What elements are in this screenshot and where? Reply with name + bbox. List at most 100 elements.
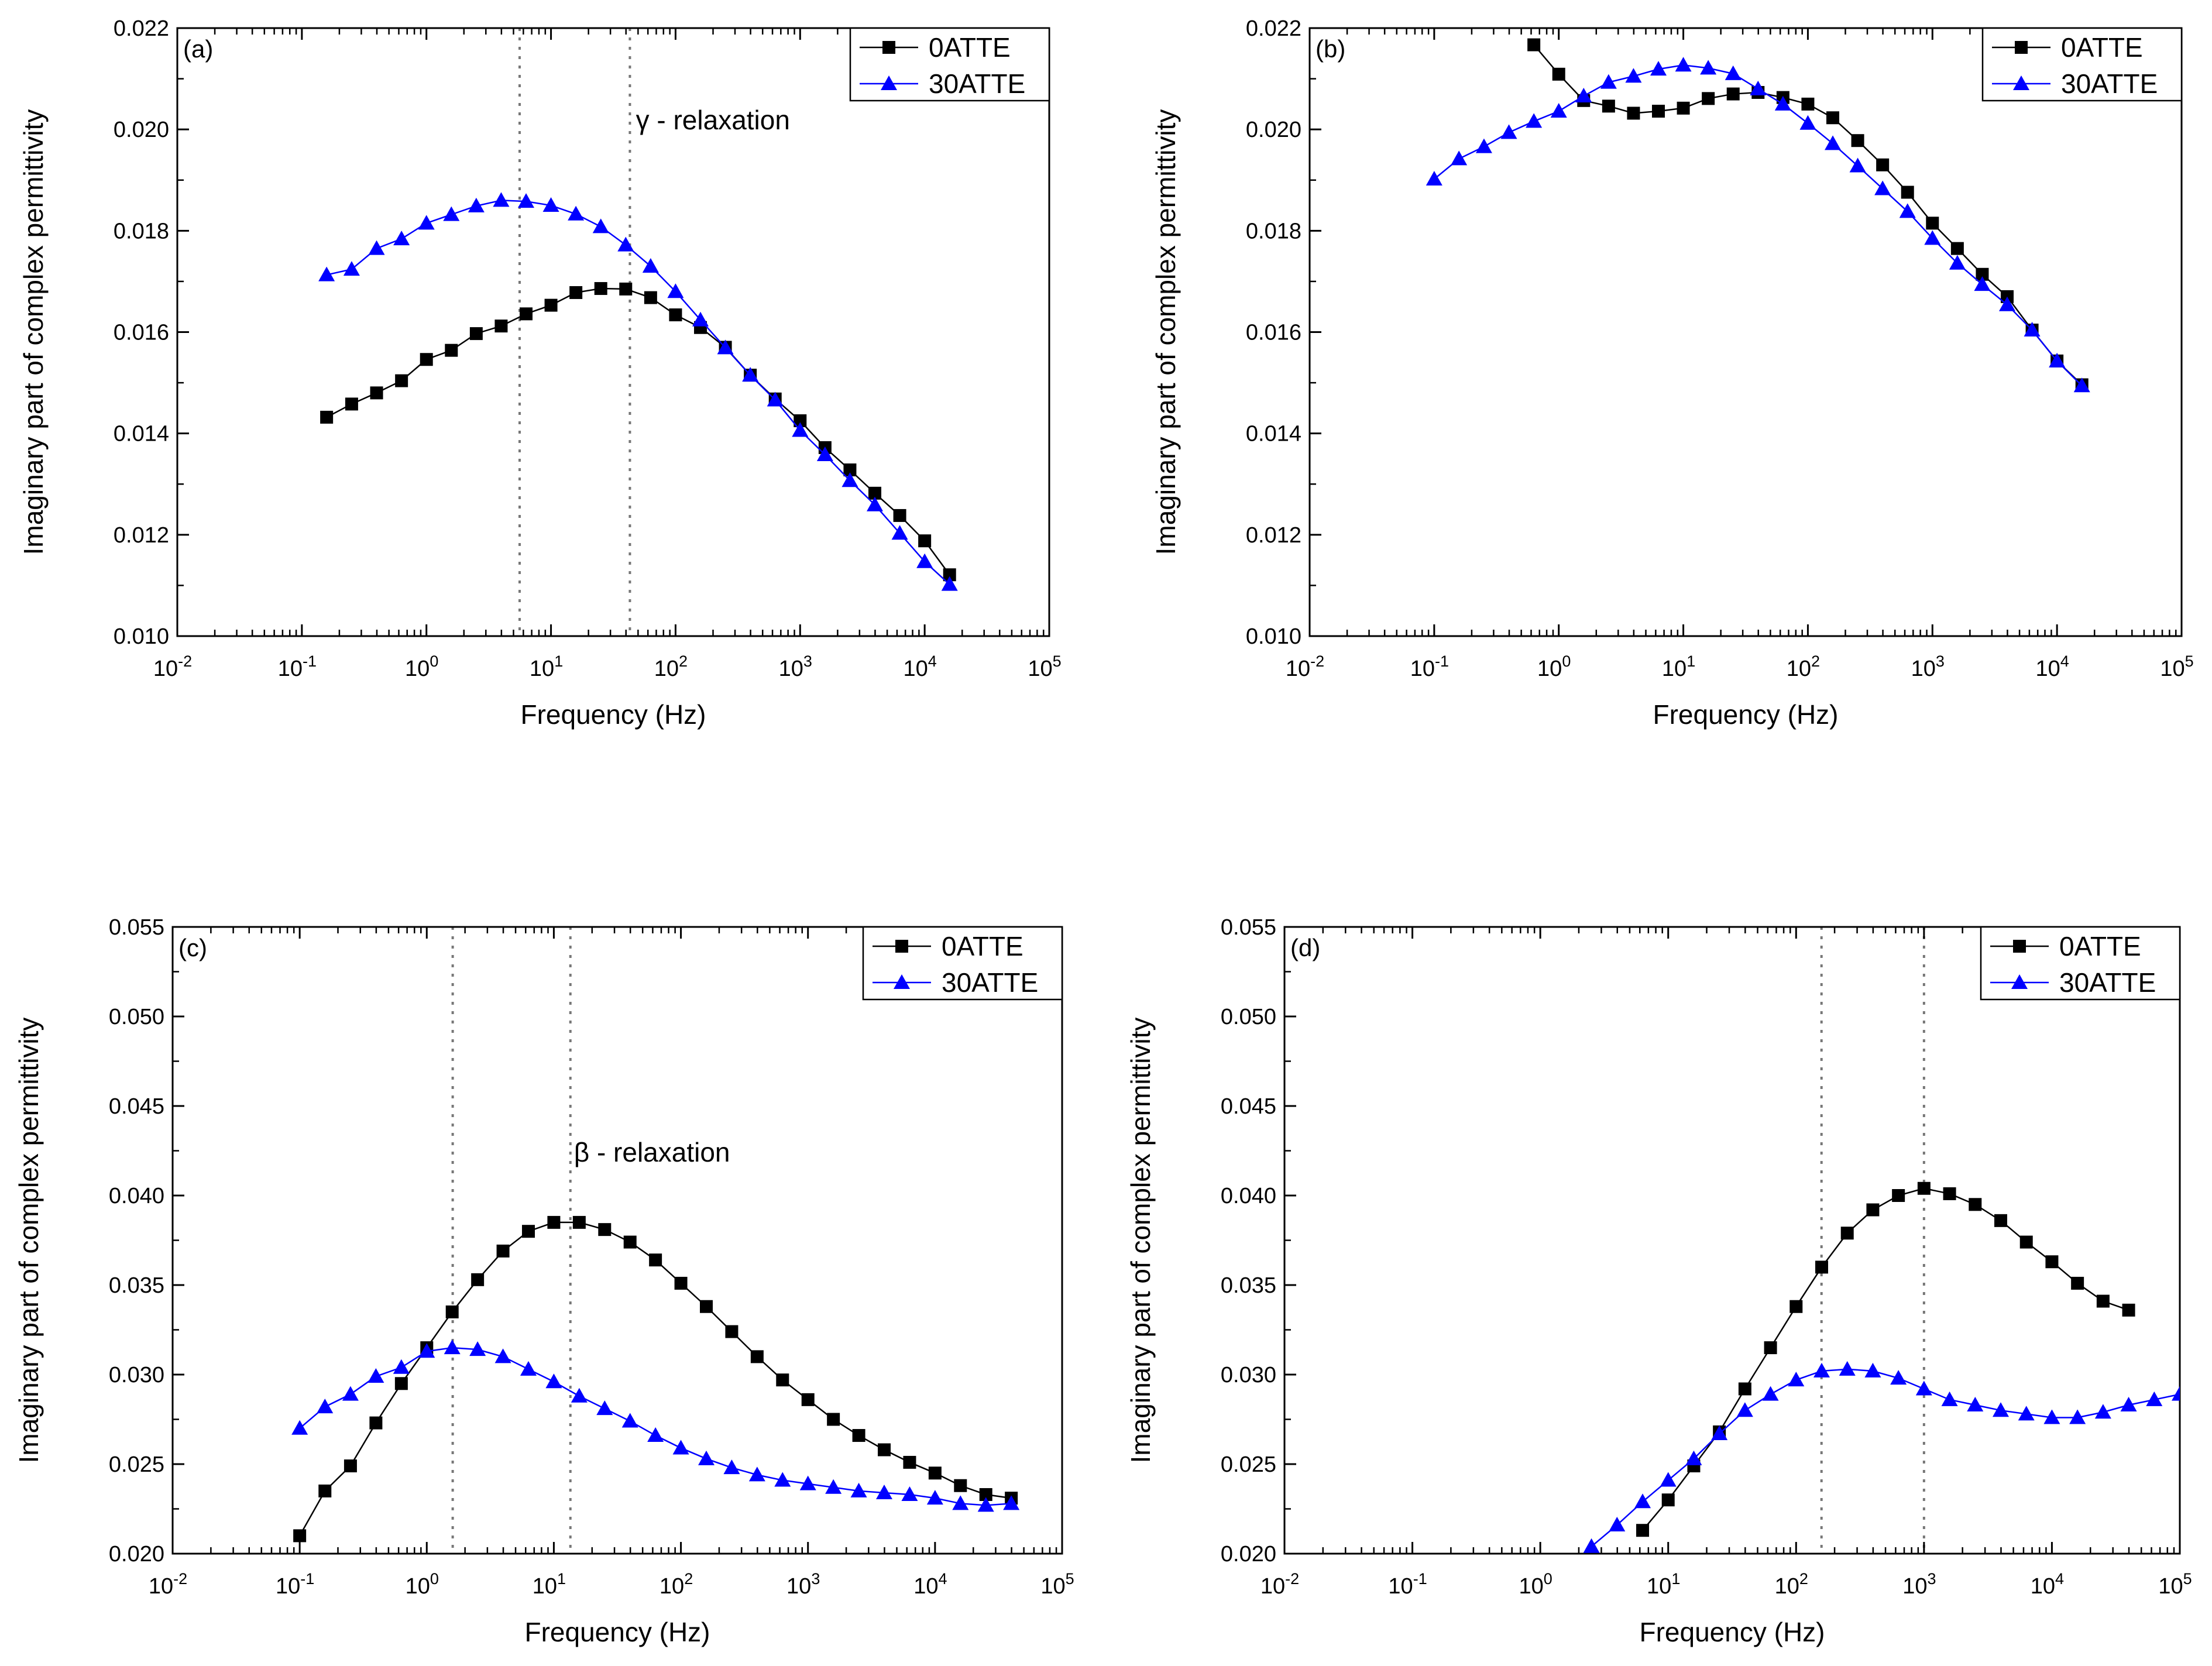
data-point-30ATTE [850, 1482, 867, 1497]
data-point-30ATTE [571, 1387, 588, 1403]
data-point-30ATTE [1685, 1450, 1702, 1465]
data-point-30ATTE [2018, 1406, 2035, 1421]
legend-box [849, 27, 1050, 102]
y-tick-label: 0.055 [109, 915, 164, 940]
plot-frame [171, 926, 1063, 1555]
data-point-0ATTE [370, 386, 383, 400]
legend: 0ATTE 30ATTE [1981, 27, 2183, 102]
data-point-30ATTE [901, 1486, 918, 1502]
data-point-30ATTE [891, 525, 908, 540]
data-point-30ATTE [952, 1495, 969, 1510]
y-tick-label: 0.040 [109, 1184, 164, 1208]
data-point-0ATTE [572, 1215, 586, 1229]
x-tick-base: 10 [2035, 657, 2060, 681]
data-point-0ATTE [569, 286, 583, 299]
data-point-30ATTE [1941, 1391, 1958, 1406]
data-point-0ATTE [1677, 101, 1690, 115]
data-point-30ATTE [617, 236, 634, 252]
y-tick-label: 0.020 [114, 118, 169, 142]
series-line-0ATTE [326, 287, 950, 575]
y-tick-label: 0.050 [1221, 1005, 1276, 1029]
x-tick-exponent: 4 [938, 1570, 947, 1588]
data-point-30ATTE [418, 215, 435, 230]
x-tick-base: 10 [1787, 657, 1811, 681]
x-tick-exponent: 3 [1936, 652, 1945, 670]
data-point-0ATTE [1840, 1227, 1854, 1240]
x-axis-label: Frequency (Hz) [1653, 699, 1839, 730]
data-point-0ATTE [544, 298, 558, 312]
data-point-0ATTE [1950, 242, 1964, 255]
y-tick-label: 0.012 [114, 523, 169, 548]
data-point-0ATTE [1892, 1189, 1905, 1202]
x-tick-exponent: 3 [1927, 1570, 1936, 1588]
data-point-0ATTE [320, 410, 334, 424]
y-axis-label: Imaginary part of complex permittivity [1125, 1018, 1156, 1464]
x-tick-exponent: -2 [178, 652, 192, 670]
data-point-0ATTE [1627, 107, 1640, 120]
data-point-0ATTE [547, 1215, 561, 1229]
y-axis-label: Imaginary part of complex permittivity [13, 1018, 44, 1464]
data-point-0ATTE [1851, 134, 1864, 147]
data-point-30ATTE [926, 1490, 943, 1505]
plot-frame [1283, 926, 2181, 1555]
y-tick-label: 0.030 [1221, 1363, 1276, 1387]
y-tick-label: 0.025 [1221, 1452, 1276, 1477]
data-point-30ATTE [698, 1450, 715, 1465]
x-tick-exponent: 0 [430, 1570, 439, 1588]
x-tick-base: 10 [1775, 1574, 1799, 1599]
data-point-30ATTE [1849, 157, 1866, 173]
data-point-0ATTE [843, 463, 857, 477]
data-point-30ATTE [1711, 1425, 1728, 1440]
x-tick-exponent: -1 [303, 652, 317, 670]
data-point-30ATTE [1799, 115, 1816, 130]
x-tick-base: 10 [1662, 657, 1687, 681]
data-point-0ATTE [1764, 1341, 1777, 1355]
data-point-0ATTE [520, 307, 533, 321]
data-point-30ATTE [545, 1373, 562, 1389]
x-axis-label: Frequency (Hz) [1640, 1617, 1825, 1647]
data-point-30ATTE [1874, 180, 1891, 195]
data-point-0ATTE [1866, 1203, 1880, 1217]
x-tick-base: 10 [660, 1574, 684, 1599]
y-axis-label: Imaginary part of complex permittivity [18, 109, 49, 555]
data-point-0ATTE [619, 282, 633, 296]
data-point-0ATTE [395, 374, 408, 387]
series-line-30ATTE [1591, 1368, 2180, 1547]
x-tick-label: 10-1 [1410, 652, 1449, 681]
data-point-30ATTE [1583, 1538, 1600, 1553]
x-tick-label: 10-1 [276, 1570, 314, 1599]
x-tick-label: 101 [1647, 1570, 1680, 1599]
data-point-0ATTE [918, 534, 932, 548]
x-tick-base: 10 [405, 657, 430, 681]
legend-square-marker [2013, 940, 2026, 953]
y-tick-label: 0.050 [109, 1005, 164, 1029]
data-point-0ATTE [1926, 217, 1939, 230]
data-point-30ATTE [1899, 203, 1916, 218]
data-point-30ATTE [1451, 150, 1468, 166]
x-tick-label: 10-2 [1260, 1570, 1299, 1599]
data-point-30ATTE [368, 240, 385, 255]
x-tick-exponent: -1 [1435, 652, 1449, 670]
y-tick-label: 0.018 [114, 219, 169, 243]
x-tick-label: 104 [2035, 652, 2069, 681]
y-tick-label: 0.014 [114, 422, 169, 446]
x-tick-base: 10 [1410, 657, 1435, 681]
x-tick-label: 105 [1040, 1570, 1074, 1599]
x-tick-label: 105 [2160, 652, 2193, 681]
y-tick-label: 0.025 [109, 1452, 164, 1477]
data-point-30ATTE [1426, 171, 1442, 186]
x-tick-label: 103 [1911, 652, 1945, 681]
series-line-30ATTE [1434, 64, 2083, 387]
x-tick-label: 10-1 [1388, 1570, 1427, 1599]
x-tick-label: 102 [660, 1570, 693, 1599]
data-point-30ATTE [1924, 230, 1941, 245]
legend-label: 0ATTE [2059, 931, 2141, 961]
data-point-30ATTE [742, 367, 759, 382]
data-point-0ATTE [345, 397, 358, 411]
data-point-0ATTE [1702, 92, 1715, 105]
data-point-0ATTE [420, 353, 433, 366]
x-tick-base: 10 [276, 1574, 300, 1599]
data-point-0ATTE [1726, 87, 1740, 101]
y-tick-label: 0.014 [1246, 422, 1301, 446]
data-point-30ATTE [647, 1427, 664, 1442]
